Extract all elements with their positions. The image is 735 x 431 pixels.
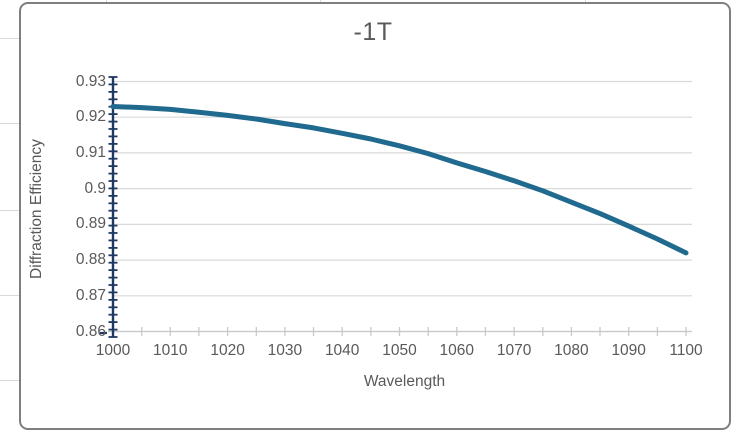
y-tick-label: 0.89 (75, 215, 106, 233)
y-tick-label: 0.9 (84, 179, 106, 197)
y-tick-label: 0.88 (75, 251, 106, 269)
plot-area (100, 76, 692, 338)
x-tick-label: 1040 (324, 341, 360, 359)
x-tick-label: 1070 (496, 341, 532, 359)
worksheet-gridline (0, 38, 19, 39)
worksheet-gridline (0, 295, 19, 296)
y-axis-title: Diffraction Efficiency (28, 139, 45, 279)
worksheet-gridline (0, 123, 19, 124)
x-tick-label: 1050 (382, 341, 417, 359)
x-tick-label: 1010 (153, 341, 188, 359)
worksheet-gridline (585, 0, 586, 3)
x-axis-title: Wavelength (363, 373, 446, 390)
worksheet-gridline (106, 0, 107, 3)
y-tick-label: 0.92 (75, 108, 106, 126)
chart-area[interactable]: -1T 0.93 0.92 0.91 0.9 0.89 0.88 0.87 0.86 1000… (19, 2, 731, 430)
chart-title: -1T (353, 18, 393, 46)
x-tick-label: 1060 (439, 341, 475, 359)
chart-inner: -1T 0.93 0.92 0.91 0.9 0.89 0.88 0.87 0.86 1000… (21, 4, 729, 428)
y-tick-label: 0.91 (75, 143, 106, 161)
x-tick-label: 1080 (554, 341, 589, 359)
worksheet-gridline (0, 380, 19, 381)
worksheet-gridline (0, 210, 19, 211)
x-tick-label: 1020 (210, 341, 245, 359)
x-tick-label: 1090 (611, 341, 646, 359)
y-tick-label: 0.86 (75, 322, 106, 340)
worksheet-gridline (320, 0, 321, 3)
x-tick-label: 1100 (669, 341, 703, 359)
x-tick-label: 1000 (95, 341, 131, 359)
y-tick-label: 0.93 (75, 72, 106, 90)
y-tick-label: 0.87 (75, 286, 106, 304)
x-tick-label: 1030 (267, 341, 303, 359)
